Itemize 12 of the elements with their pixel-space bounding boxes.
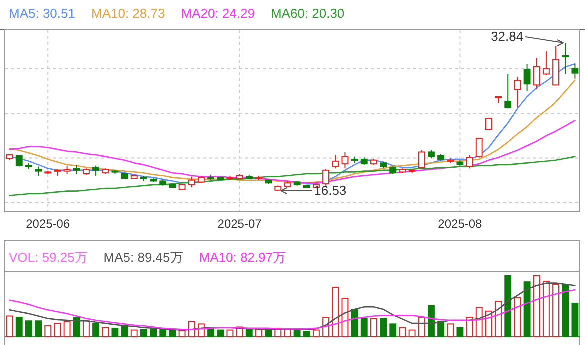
x-tick-label: 2025-06 [26, 217, 70, 231]
annotation: 32.84 [491, 29, 524, 44]
legend: MA5: 30.51 [9, 6, 76, 21]
legend: MA10: 28.73 [92, 6, 166, 21]
x-tick-label: 2025-08 [438, 217, 483, 231]
legend-title: VOL: 59.25万 [9, 250, 88, 265]
annotation: 16.53 [314, 183, 347, 198]
legend: MA10: 82.97万 [199, 250, 286, 265]
legend: MA20: 24.29 [181, 6, 255, 21]
x-tick-label: 2025-07 [218, 217, 262, 231]
legend: MA5: 89.45万 [104, 250, 184, 265]
legend: MA60: 20.30 [270, 6, 345, 21]
